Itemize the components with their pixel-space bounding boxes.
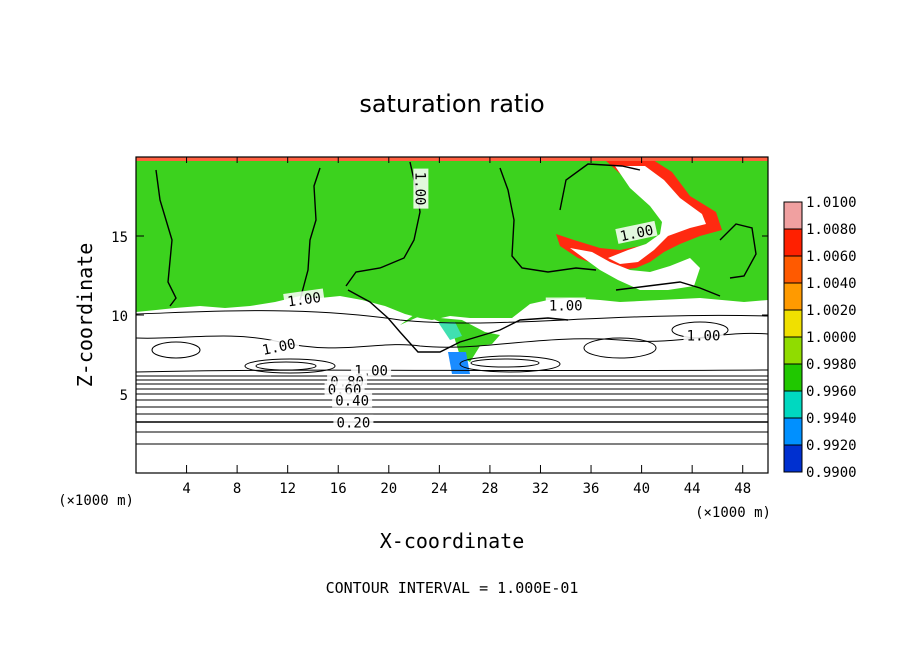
colorbar-segment xyxy=(784,202,802,229)
colorbar-segment xyxy=(784,283,802,310)
z-unit-label: (×1000 m) xyxy=(58,493,134,509)
contour-interval-note: CONTOUR INTERVAL = 1.000E-01 xyxy=(326,579,579,597)
colorbar-label: 1.0100 xyxy=(806,195,857,211)
x-tick-label: 16 xyxy=(330,481,347,497)
x-tick-label: 12 xyxy=(279,481,296,497)
x-tick-label: 4 xyxy=(182,481,190,497)
colorbar-label: 0.9920 xyxy=(806,438,857,454)
contour-label: 1.00 xyxy=(283,288,325,310)
contour-label-text: 0.40 xyxy=(335,393,369,409)
contour-label-text: 1.00 xyxy=(619,222,655,245)
colorbar-segment xyxy=(784,229,802,256)
x-tick-label: 20 xyxy=(380,481,397,497)
colorbar-label: 1.0080 xyxy=(806,222,857,238)
contours-lower xyxy=(135,310,769,445)
y-tick-label: 15 xyxy=(111,230,128,246)
colorbar-segment xyxy=(784,364,802,391)
y-tick-label: 10 xyxy=(111,309,128,325)
contour-label: 1.00 xyxy=(683,327,724,345)
supersat-white-region-2 xyxy=(570,248,700,290)
contour-label-text: 1.00 xyxy=(286,290,322,311)
contour-label: 1.00 xyxy=(615,220,658,245)
blue-patch xyxy=(448,352,470,374)
contour-label-bg xyxy=(257,334,300,358)
x-tick-label: 36 xyxy=(583,481,600,497)
colorbar-label: 0.9940 xyxy=(806,411,857,427)
contour-label: 1.00 xyxy=(411,168,429,209)
contour-label-bg xyxy=(283,288,325,309)
top-band xyxy=(136,157,768,161)
colorbar: 1.0100 1.0080 1.0060 1.0040 1.0020 1.0000 0.99… xyxy=(783,195,857,481)
supersat-red-region xyxy=(556,158,722,270)
colorbar-label: 1.0020 xyxy=(806,303,857,319)
x-tick-label: 32 xyxy=(532,481,549,497)
colorbar-label: 0.9980 xyxy=(806,357,857,373)
contour-label: 0.40 xyxy=(332,392,373,409)
colorbar-label: 1.0060 xyxy=(806,249,857,265)
contour-label-text: 1.00 xyxy=(411,172,427,206)
colorbar-segment xyxy=(784,391,802,418)
colorbar-segment xyxy=(784,418,802,445)
green-dip xyxy=(400,312,500,362)
contour-label-bg xyxy=(683,327,724,343)
x-tick-label: 48 xyxy=(734,481,751,497)
x-tick-label: 44 xyxy=(684,481,701,497)
contour-label-group: 1.001.001.001.001.001.001.000.800.600.40… xyxy=(257,168,724,431)
supersat-white-region xyxy=(608,166,706,264)
contour-label-bg xyxy=(545,297,586,313)
contour-label-text: 1.00 xyxy=(261,336,297,359)
colorbar-segment xyxy=(784,256,802,283)
green-saturation-field xyxy=(136,160,768,320)
contour-label-bg xyxy=(615,220,658,244)
colorbar-label: 1.0040 xyxy=(806,276,857,292)
contour-label-bg xyxy=(332,392,373,408)
x-unit-label: (×1000 m) xyxy=(695,505,771,521)
contour-label-bg xyxy=(413,168,429,209)
colorbar-label: 0.9900 xyxy=(806,465,857,481)
contour-label-text: 1.00 xyxy=(687,329,721,345)
colorbar-segment xyxy=(784,337,802,364)
x-tick-label: 24 xyxy=(431,481,448,497)
contour-label: 0.20 xyxy=(333,414,374,431)
x-axis-label: X-coordinate xyxy=(380,529,525,553)
chart-title: saturation ratio xyxy=(359,90,544,118)
colorbar-segment xyxy=(784,445,802,472)
cyan-patch xyxy=(438,322,462,340)
contour-label-bg xyxy=(333,414,374,430)
x-tick-label: 40 xyxy=(633,481,650,497)
contour-label: 1.00 xyxy=(257,334,300,359)
x-tick-label: 8 xyxy=(233,481,241,497)
contour-label-text: 1.00 xyxy=(549,299,583,315)
y-tick-label: 5 xyxy=(120,388,128,404)
colorbar-label: 1.0000 xyxy=(806,330,857,346)
colorbar-label: 0.9960 xyxy=(806,384,857,400)
contour-label-text: 0.20 xyxy=(337,415,371,431)
y-axis-label: Z-coordinate xyxy=(73,243,97,388)
contours-upper xyxy=(155,161,757,353)
plot-area: 1.001.001.001.001.001.001.000.800.600.40… xyxy=(135,156,769,474)
colorbar-segment xyxy=(784,310,802,337)
x-tick-label: 28 xyxy=(481,481,498,497)
contour-label: 1.00 xyxy=(545,297,586,315)
